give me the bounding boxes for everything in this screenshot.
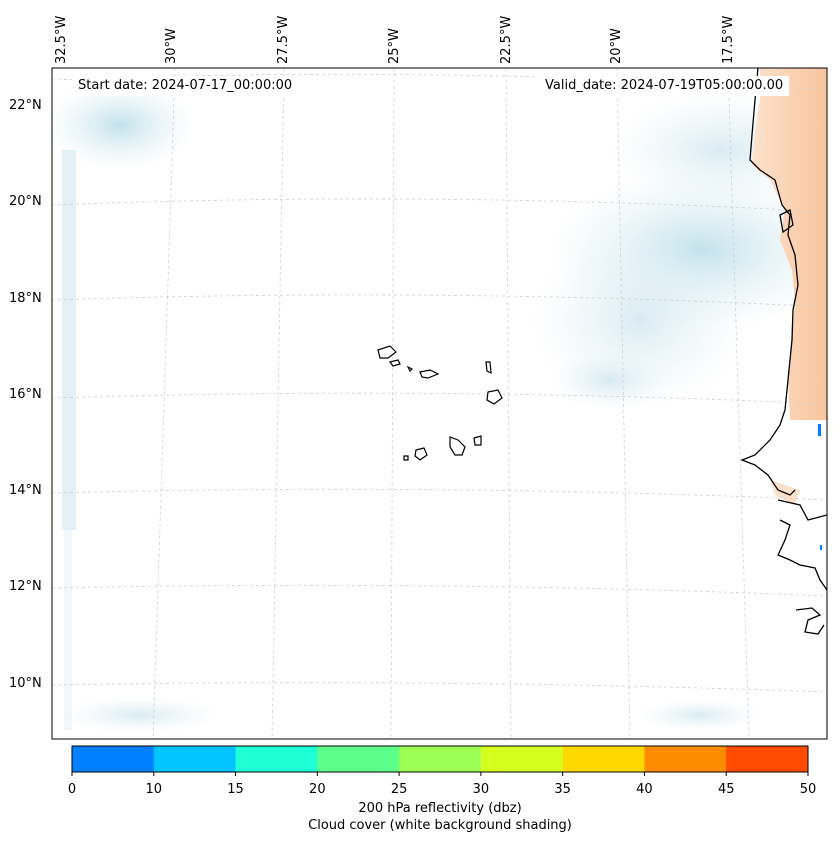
lat-label-20n: 20°N xyxy=(9,194,42,209)
colorbar-segment xyxy=(72,746,155,772)
colorbar-segment xyxy=(480,746,564,772)
colorbar-tick-label: 35 xyxy=(554,782,571,797)
colorbar-segment xyxy=(644,746,727,772)
colorbar-segment xyxy=(153,746,237,772)
colorbar-segment xyxy=(235,746,318,772)
colorbar-frame xyxy=(71,745,809,773)
coastline xyxy=(740,68,827,635)
map-frame xyxy=(51,67,828,740)
colorbar-label: 200 hPa reflectivity (dbz) xyxy=(358,801,522,816)
reflectivity-cell xyxy=(820,545,822,550)
colorbar-tick-label: 25 xyxy=(390,782,408,797)
colorbar-tick-label: 10 xyxy=(145,782,163,797)
lon-label-30w: 30°W xyxy=(164,28,179,64)
lat-label-14n: 14°N xyxy=(9,483,42,498)
lat-label-12n: 12°N xyxy=(9,579,42,594)
lat-label-22n: 22°N xyxy=(9,98,42,113)
cloud-cover-shading xyxy=(52,80,827,733)
lon-label-25w: 25°W xyxy=(387,28,402,64)
start-date-label: Start date: 2024-07-17_00:00:00 xyxy=(72,76,299,96)
colorbar-tick-label: 45 xyxy=(717,782,735,797)
colorbar-tick-label: 15 xyxy=(227,782,244,797)
cape-verde-islands xyxy=(377,345,503,461)
lat-label-10n: 10°N xyxy=(9,676,42,691)
colorbar-sublabel: Cloud cover (white background shading) xyxy=(308,818,572,833)
colorbar-segment xyxy=(399,746,482,772)
reflectivity-cell xyxy=(818,424,821,436)
lon-label-20w: 20°W xyxy=(609,28,624,64)
lon-label-32-5w: 32.5°W xyxy=(54,15,69,64)
colorbar-segment xyxy=(562,746,645,772)
colorbar-tick-label: 30 xyxy=(472,782,490,797)
lon-label-17-5w: 17.5°W xyxy=(721,15,736,64)
colorbar xyxy=(71,746,809,776)
colorbar-tick-label: 20 xyxy=(309,782,326,797)
colorbar-tick-label: 40 xyxy=(636,782,653,797)
valid-date-label: Valid_date: 2024-07-19T05:00:00.00 xyxy=(539,76,790,96)
lon-label-27-5w: 27.5°W xyxy=(276,15,291,64)
colorbar-segment xyxy=(726,746,809,772)
lat-label-16n: 16°N xyxy=(9,387,42,402)
colorbar-segment xyxy=(317,746,400,772)
colorbar-tick-label: 50 xyxy=(799,782,817,797)
lon-label-22-5w: 22.5°W xyxy=(499,15,514,64)
colorbar-tick-label: 0 xyxy=(67,782,77,797)
lat-label-18n: 18°N xyxy=(9,291,42,306)
